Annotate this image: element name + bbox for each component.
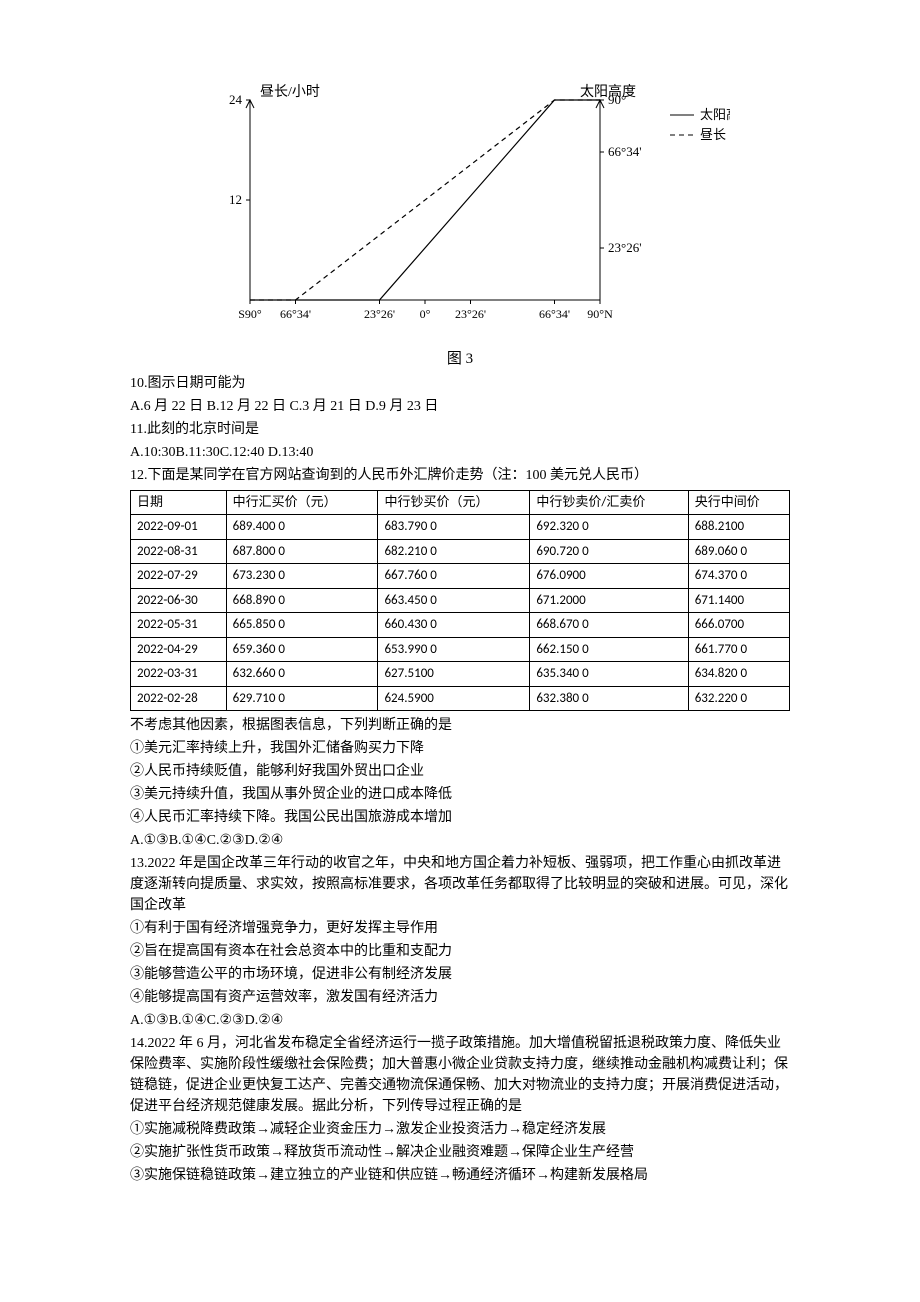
table-cell: 682.210 0	[378, 539, 530, 564]
svg-text:太阳高度: 太阳高度	[580, 83, 636, 100]
table-cell: 635.340 0	[530, 662, 688, 687]
table-cell: 674.370 0	[688, 564, 789, 589]
q14-stem: 14.2022 年 6 月，河北省发布稳定全省经济运行一揽子政策措施。加大增值税…	[130, 1033, 790, 1117]
table-header: 中行汇买价（元）	[226, 490, 378, 515]
q12-opt4: ④人民币汇率持续下降。我国公民出国旅游成本增加	[130, 807, 790, 828]
table-cell: 683.790 0	[378, 515, 530, 540]
table-cell: 688.2100	[688, 515, 789, 540]
svg-text:12: 12	[229, 192, 242, 207]
table-cell: 2022-02-28	[131, 686, 227, 711]
q11-options: A.10:30B.11:30C.12:40 D.13:40	[130, 442, 790, 463]
svg-text:24: 24	[229, 92, 243, 107]
table-cell: 668.890 0	[226, 588, 378, 613]
table-cell: 690.720 0	[530, 539, 688, 564]
q12-opt2: ②人民币持续贬值，能够利好我国外贸出口企业	[130, 761, 790, 782]
q12-stem: 12.下面是某同学在官方网站查询到的人民币外汇牌价走势（注：100 美元兑人民币…	[130, 465, 790, 486]
table-header: 中行钞买价（元）	[378, 490, 530, 515]
table-cell: 634.820 0	[688, 662, 789, 687]
table-cell: 624.5900	[378, 686, 530, 711]
table-row: 2022-03-31632.660 0627.5100635.340 0634.…	[131, 662, 790, 687]
table-cell: 632.380 0	[530, 686, 688, 711]
table-cell: 689.400 0	[226, 515, 378, 540]
table-cell: 667.760 0	[378, 564, 530, 589]
table-cell: 687.800 0	[226, 539, 378, 564]
q14-opt1: ①实施减税降费政策→减轻企业资金压力→激发企业投资活力→稳定经济发展	[130, 1119, 790, 1140]
svg-text:S90°: S90°	[238, 307, 262, 321]
svg-text:23°26': 23°26'	[608, 240, 642, 255]
q14-opt2: ②实施扩张性货币政策→释放货币流动性→解决企业融资难题→保障企业生产经营	[130, 1142, 790, 1163]
table-cell: 671.2000	[530, 588, 688, 613]
table-row: 2022-06-30668.890 0663.450 0671.2000671.…	[131, 588, 790, 613]
q12-opt1: ①美元汇率持续上升，我国外汇储备购买力下降	[130, 738, 790, 759]
table-header: 央行中间价	[688, 490, 789, 515]
q13-options: A.①③B.①④C.②③D.②④	[130, 1010, 790, 1031]
q13-stem: 13.2022 年是国企改革三年行动的收官之年，中央和地方国企着力补短板、强弱项…	[130, 853, 790, 916]
figure-caption: 图 3	[130, 348, 790, 371]
q14-opt3: ③实施保链稳链政策→建立独立的产业链和供应链→畅通经济循环→构建新发展格局	[130, 1165, 790, 1186]
table-header: 中行钞卖价/汇卖价	[530, 490, 688, 515]
q12-opt3: ③美元持续升值，我国从事外贸企业的进口成本降低	[130, 784, 790, 805]
svg-text:23°26': 23°26'	[364, 307, 395, 321]
table-cell: 665.850 0	[226, 613, 378, 638]
table-cell: 666.0700	[688, 613, 789, 638]
svg-text:66°34': 66°34'	[539, 307, 570, 321]
table-cell: 660.430 0	[378, 613, 530, 638]
svg-text:66°34': 66°34'	[280, 307, 311, 321]
table-cell: 627.5100	[378, 662, 530, 687]
table-row: 2022-05-31665.850 0660.430 0668.670 0666…	[131, 613, 790, 638]
exchange-rate-table: 日期中行汇买价（元）中行钞买价（元）中行钞卖价/汇卖价央行中间价 2022-09…	[130, 490, 790, 712]
q11-stem: 11.此刻的北京时间是	[130, 419, 790, 440]
table-cell: 692.320 0	[530, 515, 688, 540]
q13-opt2: ②旨在提高国有资本在社会总资本中的比重和支配力	[130, 941, 790, 962]
q12-options: A.①③B.①④C.②③D.②④	[130, 830, 790, 851]
q12-after: 不考虑其他因素，根据图表信息，下列判断正确的是	[130, 715, 790, 736]
table-cell: 676.0900	[530, 564, 688, 589]
q13-opt4: ④能够提高国有资产运营效率，激发国有经济活力	[130, 987, 790, 1008]
svg-text:昼长: 昼长	[700, 127, 726, 142]
table-cell: 632.660 0	[226, 662, 378, 687]
table-cell: 2022-08-31	[131, 539, 227, 564]
table-cell: 662.150 0	[530, 637, 688, 662]
table-cell: 2022-07-29	[131, 564, 227, 589]
table-row: 2022-04-29659.360 0653.990 0662.150 0661…	[131, 637, 790, 662]
table-row: 2022-02-28629.710 0624.5900632.380 0632.…	[131, 686, 790, 711]
table-row: 2022-09-01689.400 0683.790 0692.320 0688…	[131, 515, 790, 540]
table-cell: 632.220 0	[688, 686, 789, 711]
table-cell: 668.670 0	[530, 613, 688, 638]
q13-opt3: ③能够营造公平的市场环境，促进非公有制经济发展	[130, 964, 790, 985]
svg-text:太阳高度: 太阳高度	[700, 107, 730, 122]
table-cell: 689.060 0	[688, 539, 789, 564]
table-row: 2022-07-29673.230 0667.760 0676.0900674.…	[131, 564, 790, 589]
table-cell: 653.990 0	[378, 637, 530, 662]
svg-text:0°: 0°	[420, 307, 431, 321]
table-row: 2022-08-31687.800 0682.210 0690.720 0689…	[131, 539, 790, 564]
table-cell: 671.1400	[688, 588, 789, 613]
day-length-solar-altitude-chart: 241290°66°34'23°26'S90°66°34'23°26'0°23°…	[190, 80, 730, 340]
table-cell: 673.230 0	[226, 564, 378, 589]
svg-text:昼长/小时: 昼长/小时	[260, 84, 320, 100]
q13-opt1: ①有利于国有经济增强竞争力，更好发挥主导作用	[130, 918, 790, 939]
table-cell: 2022-03-31	[131, 662, 227, 687]
q10-stem: 10.图示日期可能为	[130, 373, 790, 394]
table-cell: 629.710 0	[226, 686, 378, 711]
table-cell: 2022-09-01	[131, 515, 227, 540]
svg-text:23°26': 23°26'	[455, 307, 486, 321]
q10-options: A.6 月 22 日 B.12 月 22 日 C.3 月 21 日 D.9 月 …	[130, 396, 790, 417]
table-header: 日期	[131, 490, 227, 515]
table-cell: 663.450 0	[378, 588, 530, 613]
chart-svg: 241290°66°34'23°26'S90°66°34'23°26'0°23°…	[190, 80, 730, 340]
table-cell: 2022-04-29	[131, 637, 227, 662]
table-cell: 661.770 0	[688, 637, 789, 662]
table-cell: 659.360 0	[226, 637, 378, 662]
svg-text:90°N: 90°N	[587, 307, 613, 321]
svg-text:66°34': 66°34'	[608, 144, 642, 159]
table-cell: 2022-05-31	[131, 613, 227, 638]
table-cell: 2022-06-30	[131, 588, 227, 613]
